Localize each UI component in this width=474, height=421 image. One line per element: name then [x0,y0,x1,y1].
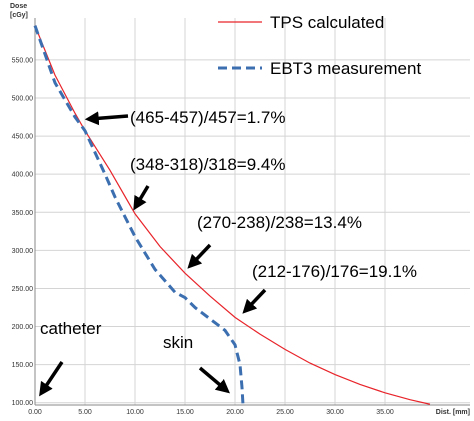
y-tick-label: 250.00 [12,286,34,293]
legend-label: EBT3 measurement [270,59,421,78]
x-tick-label: 0.00 [28,409,42,416]
y-tick-label: 100.00 [12,400,34,407]
annotation: catheter [40,319,102,338]
y-tick-label: 300.00 [12,248,34,255]
annotation: (212-176)/176=19.1% [252,262,417,281]
arrow [242,288,267,314]
x-tick-label: 5.00 [78,409,92,416]
arrow [84,111,129,126]
annotation: (348-318)/318=9.4% [130,155,285,174]
arrow [198,366,231,394]
arrow [39,361,64,397]
x-tick-label: 30.00 [326,409,344,416]
y-axis-label: Dose [cGy] [10,3,28,19]
x-tick-label: 25.00 [276,409,294,416]
y-tick-label: 350.00 [12,210,34,217]
arrow [187,243,212,269]
x-axis-label: Dist. [mm] [436,409,470,416]
annotation: (465-457)/457=1.7% [130,108,285,127]
x-tick-label: 35.00 [376,409,394,416]
y-tick-label: 400.00 [12,172,34,179]
arrow [133,185,150,211]
arrows [39,111,267,397]
annotation: (270-238)/238=13.4% [197,213,362,232]
x-tick-label: 15.00 [176,409,194,416]
x-tick-label: 20.00 [226,409,244,416]
annotation: skin [163,333,193,352]
y-tick-label: 500.00 [12,95,34,102]
y-tick-label: 450.00 [12,134,34,141]
y-tick-label: 150.00 [12,362,34,369]
y-tick-label: 200.00 [12,324,34,331]
y-tick-label: 550.00 [12,57,34,64]
x-tick-label: 10.00 [126,409,144,416]
legend-label: TPS calculated [270,13,384,32]
plot-area [35,18,470,405]
